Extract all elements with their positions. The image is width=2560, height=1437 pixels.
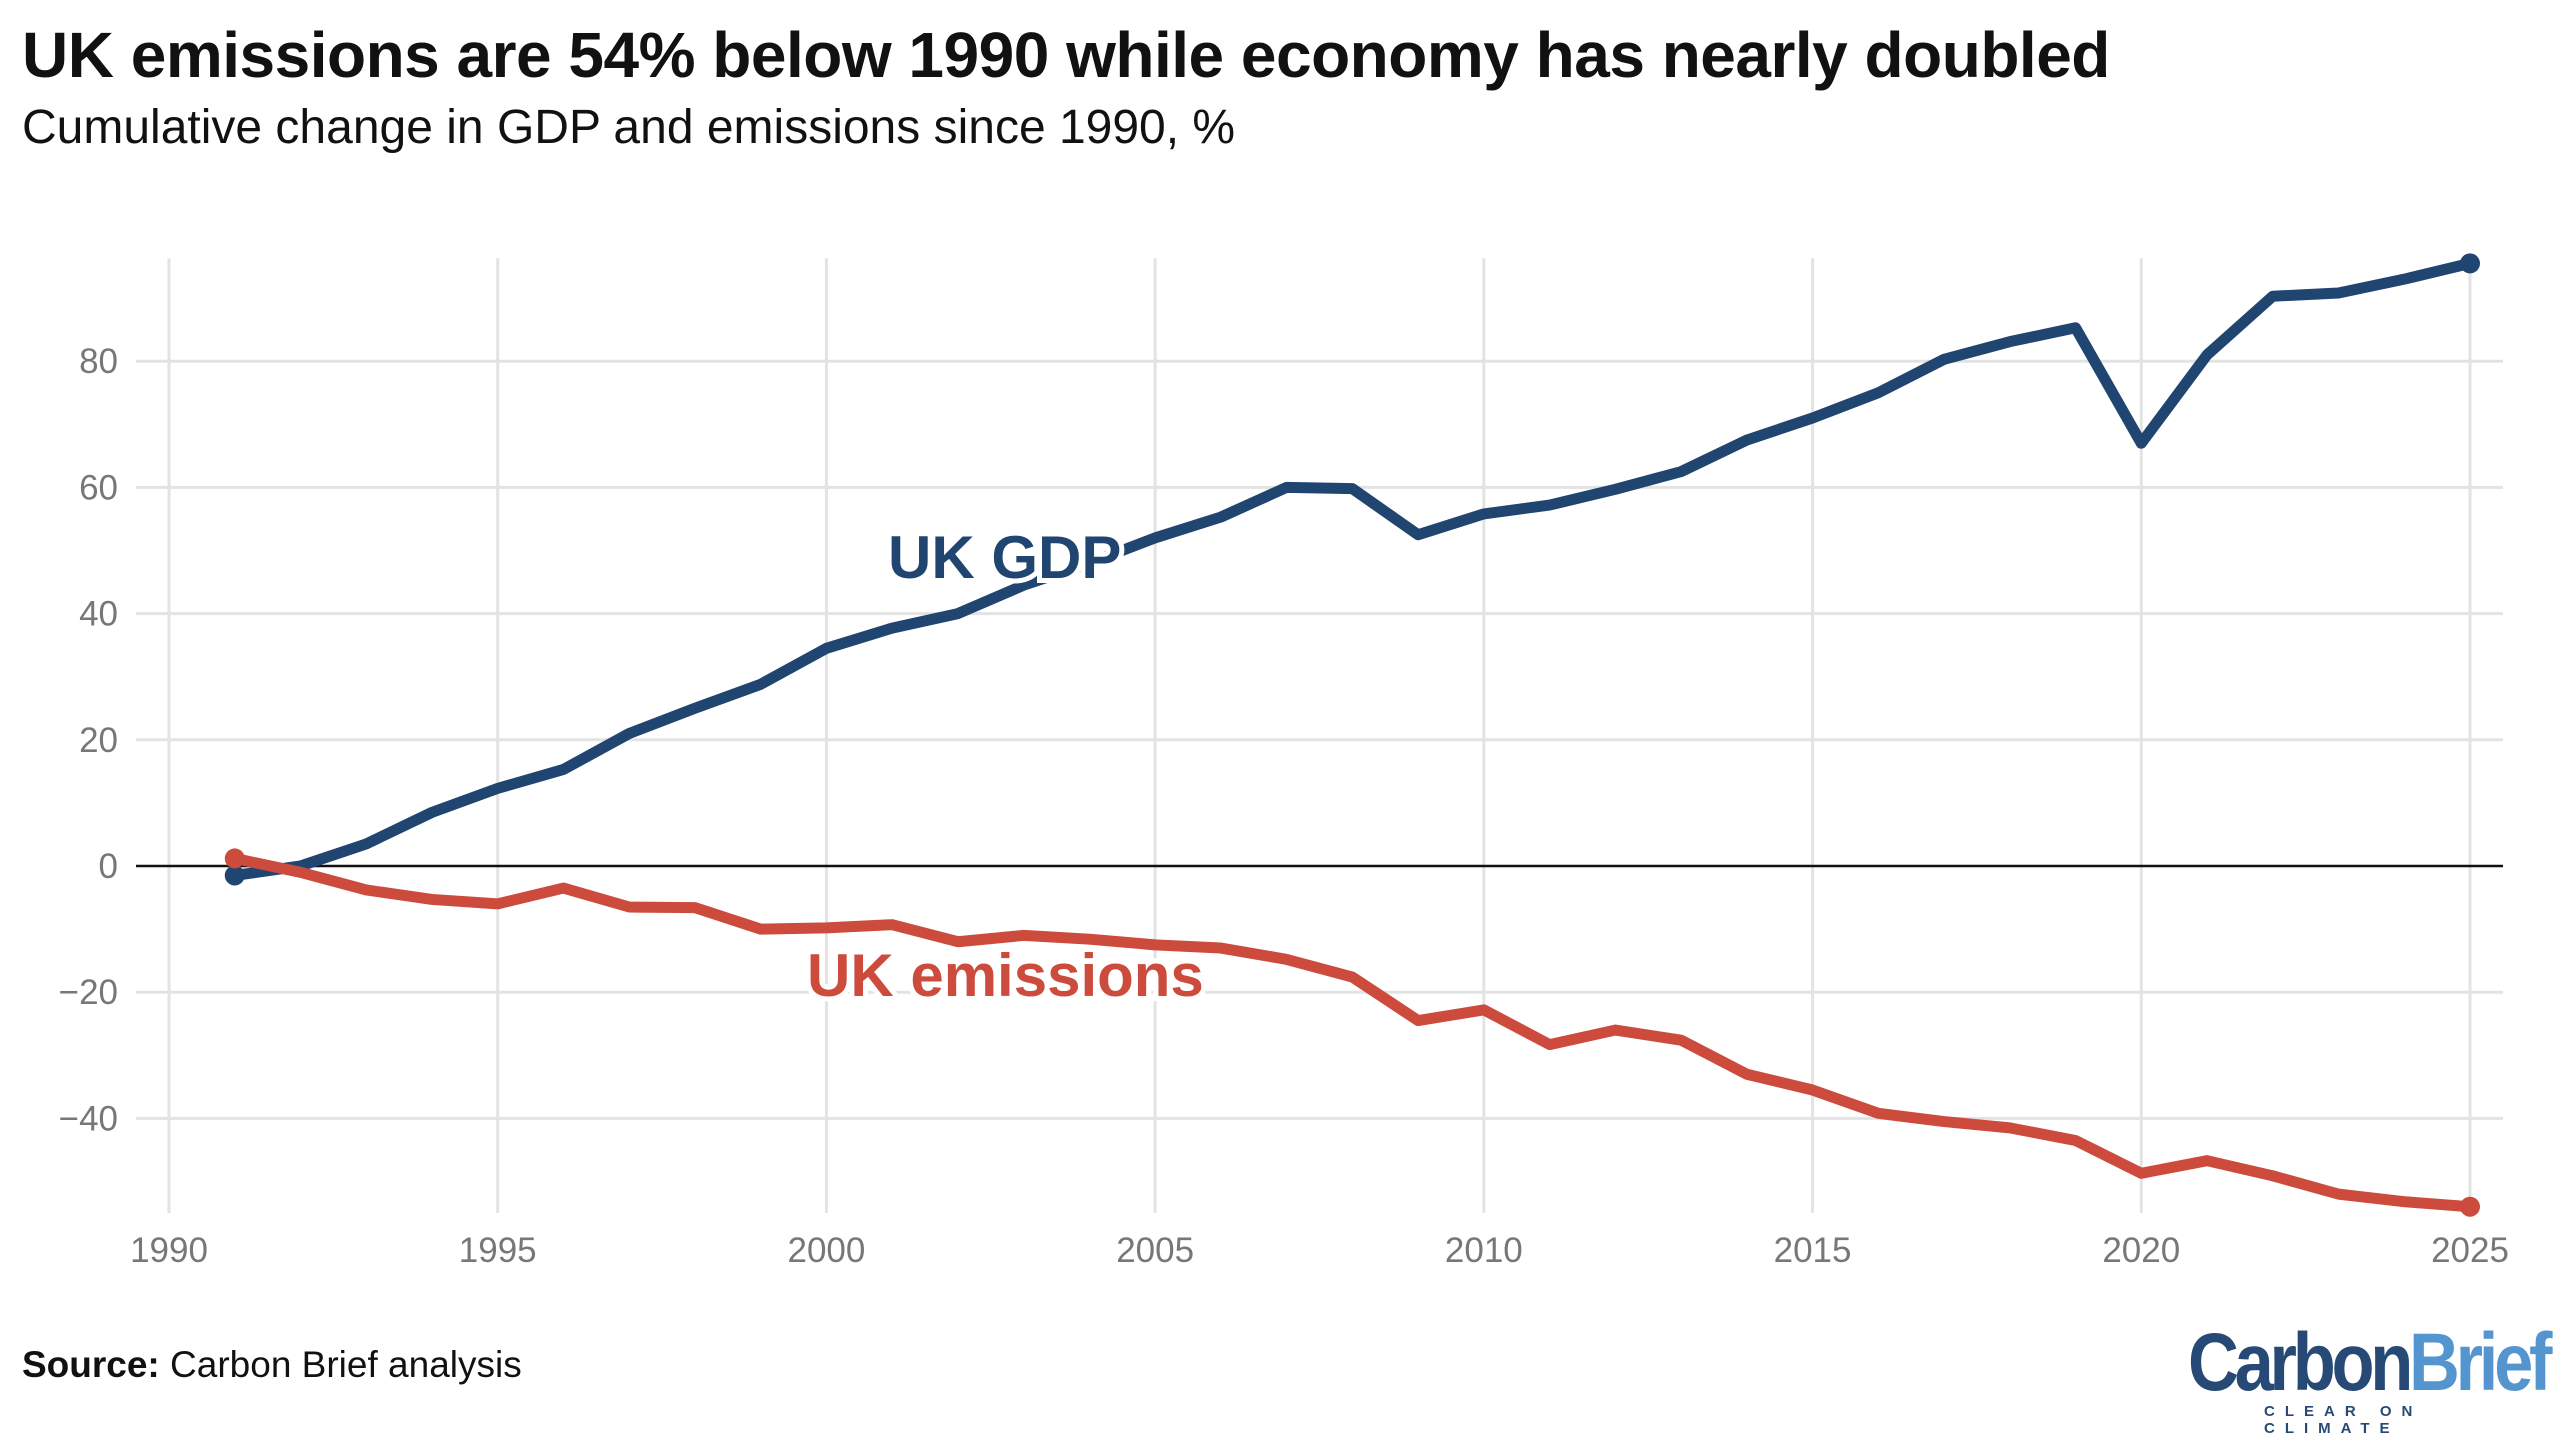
series-line-emissions — [229, 852, 2476, 1213]
y-tick-label: −40 — [59, 1099, 118, 1138]
source-label: Source: — [22, 1344, 160, 1385]
x-tick-label: 2025 — [2431, 1231, 2509, 1270]
series-label: UK GDP — [888, 524, 1121, 591]
x-tick-label: 2020 — [2102, 1231, 2180, 1270]
chart-subtitle: Cumulative change in GDP and emissions s… — [22, 101, 1236, 154]
logo-brief: Brief — [2409, 1317, 2552, 1408]
logo-carbon: Carbon — [2188, 1317, 2413, 1408]
series-end-point — [2460, 1196, 2480, 1217]
series-line-gdp — [229, 257, 2476, 881]
y-tick-label: −20 — [59, 973, 118, 1012]
logo-tagline: CLEAR ON CLIMATE — [2264, 1403, 2423, 1437]
source-text: Carbon Brief analysis — [170, 1344, 522, 1385]
carbon-brief-logo: CarbonBrief CLEAR ON CLIMATE — [2188, 1322, 2552, 1437]
series-end-point — [2460, 253, 2480, 274]
y-tick-label: 80 — [79, 342, 118, 381]
y-tick-label: 0 — [99, 847, 118, 886]
source-note: Source: Carbon Brief analysis — [22, 1344, 522, 1386]
x-tick-label: 2010 — [1445, 1231, 1523, 1270]
x-tick-label: 2000 — [787, 1231, 865, 1270]
chart-title: UK emissions are 54% below 1990 while ec… — [22, 19, 2110, 91]
x-tick-label: 2005 — [1116, 1231, 1194, 1270]
x-tick-label: 2015 — [1774, 1231, 1852, 1270]
x-tick-label: 1990 — [130, 1231, 208, 1270]
series-label: UK emissions — [807, 942, 1204, 1009]
series-start-point — [224, 865, 245, 886]
y-tick-label: 60 — [79, 468, 118, 507]
series-start-point — [224, 848, 245, 869]
x-tick-label: 1995 — [459, 1231, 537, 1270]
y-tick-label: 40 — [79, 595, 118, 634]
y-tick-label: 20 — [79, 721, 118, 760]
